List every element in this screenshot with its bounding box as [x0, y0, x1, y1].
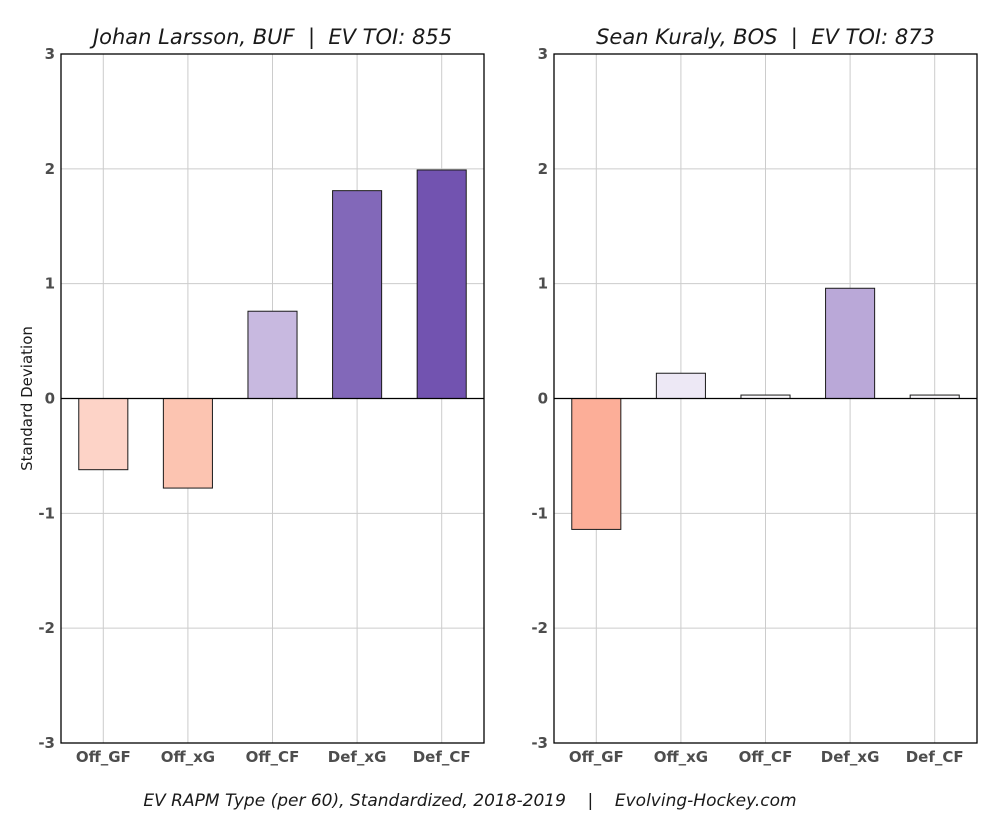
- y-tick-label: -3: [531, 734, 548, 752]
- chart-title: Sean Kuraly, BOS | EV TOI: 873: [596, 25, 935, 50]
- left-chart-panel: -3 -2 -1 0 1 2 3 Off_GF Off_xG Off_CF Def_xG Def_CF…: [18, 25, 485, 766]
- y-tick-label: 2: [45, 160, 55, 178]
- bar-off-gf: [78, 398, 129, 471]
- y-tick-label: -2: [531, 619, 548, 637]
- plot-frame: [553, 53, 978, 744]
- y-tick-label: 3: [538, 45, 548, 63]
- x-tick-label: Off_CF: [739, 748, 793, 766]
- y-tick-label: 3: [45, 45, 55, 63]
- x-tick-label: Off_CF: [246, 748, 300, 766]
- chart-title: Johan Larsson, BUF | EV TOI: 855: [89, 25, 452, 50]
- y-tick-label: -2: [38, 619, 55, 637]
- bar-def-xg: [825, 287, 876, 400]
- x-tick-label: Def_xG: [821, 748, 880, 766]
- y-tick-label: 0: [45, 390, 55, 408]
- right-chart-panel: -3 -2 -1 0 1 2 3 Off_GF Off_xG Off_CF Def_xG Def_CF…: [531, 25, 978, 766]
- y-tick-label: -1: [38, 504, 55, 522]
- y-tick-label: -3: [38, 734, 55, 752]
- x-tick-label: Off_xG: [161, 748, 215, 766]
- y-tick-label: 2: [538, 160, 548, 178]
- bar-off-gf: [571, 398, 622, 530]
- bar-def-cf: [416, 169, 467, 399]
- bar-off-xg: [162, 398, 213, 489]
- bar-def-xg: [332, 190, 383, 399]
- y-tick-label: 1: [45, 275, 55, 293]
- bar-off-xg: [655, 372, 706, 399]
- y-axis-label: Standard Deviation: [18, 326, 36, 471]
- x-tick-label: Off_GF: [76, 748, 131, 766]
- x-tick-label: Off_xG: [654, 748, 708, 766]
- x-tick-label: Def_CF: [906, 748, 964, 766]
- plot-frame: [60, 53, 485, 744]
- x-tick-label: Def_xG: [328, 748, 387, 766]
- figure-footer: EV RAPM Type (per 60), Standardized, 201…: [143, 791, 796, 811]
- bar-off-cf: [247, 310, 298, 399]
- y-tick-label: -1: [531, 504, 548, 522]
- y-tick-label: 0: [538, 390, 548, 408]
- x-tick-label: Off_GF: [569, 748, 624, 766]
- x-tick-label: Def_CF: [413, 748, 471, 766]
- y-tick-label: 1: [538, 275, 548, 293]
